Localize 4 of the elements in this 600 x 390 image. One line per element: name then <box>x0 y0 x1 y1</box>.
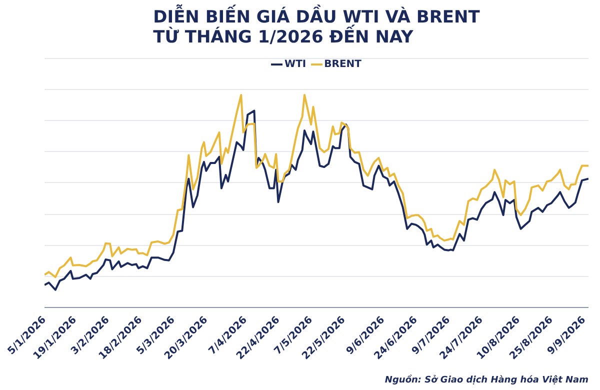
legend-label: BRENT <box>324 58 362 70</box>
text: Nguồn: Sở Giao dịch Hàng hóa Việt Nam <box>384 374 589 386</box>
legend-label: WTI <box>284 58 306 70</box>
chart-title: DIỄN BIẾN GIÁ DẦU WTI VÀ BRENT TỪ THÁNG 1/2026 ĐẾN NAY <box>153 4 480 48</box>
